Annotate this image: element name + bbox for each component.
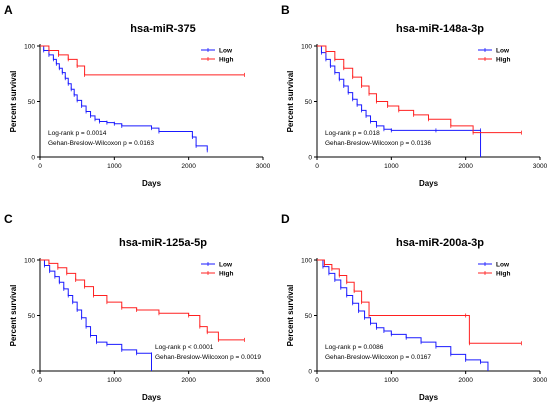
y-axis-label: Percent survival [286,71,295,133]
x-tick-label: 2000 [458,163,473,170]
y-tick-label: 100 [301,257,312,264]
panel-letter: C [4,212,13,226]
legend-label-high: High [219,270,233,277]
x-tick-label: 1000 [107,163,122,170]
stat-text: Log-rank p = 0.0014 [48,130,107,137]
series-line-high [317,259,522,344]
stat-text: Gehan-Breslow-Wilcoxon p = 0.0163 [48,140,154,147]
x-axis-label: Days [142,393,162,402]
x-axis-label: Days [419,179,439,188]
chart-title: hsa-miR-200a-3p [396,237,484,249]
x-tick-label: 3000 [256,377,271,384]
x-axis-label: Days [142,179,162,188]
y-tick-label: 50 [28,99,36,106]
x-tick-label: 3000 [533,163,548,170]
legend-label-high: High [219,56,233,63]
legend-label-low: Low [496,47,510,54]
x-tick-label: 2000 [181,163,196,170]
legend-label-low: Low [219,261,233,268]
stat-text: Gehan-Breslow-Wilcoxon p = 0.0167 [325,354,431,361]
series-line-low [40,259,152,371]
stat-text: Gehan-Breslow-Wilcoxon p = 0.0136 [325,140,431,147]
panel-letter: D [281,212,290,226]
legend-label-low: Low [219,47,233,54]
legend-label-high: High [496,270,510,277]
x-tick-label: 0 [315,377,319,384]
y-tick-label: 0 [308,368,312,375]
legend-label-low: Low [496,261,510,268]
y-tick-label: 50 [28,313,36,320]
stat-text: Log-rank p < 0.0001 [155,344,214,351]
chart-title: hsa-miR-148a-3p [396,23,484,35]
y-tick-label: 100 [24,257,35,264]
chart-title: hsa-miR-125a-5p [119,237,207,249]
y-tick-label: 50 [305,99,313,106]
chart-title: hsa-miR-375 [130,23,195,35]
y-tick-label: 100 [24,43,35,50]
x-tick-label: 0 [38,377,42,384]
stat-text: Log-rank p = 0.0086 [325,344,384,351]
y-tick-label: 0 [308,154,312,161]
stat-text: Gehan-Breslow-Wilcoxon p = 0.0019 [155,354,261,361]
x-axis-label: Days [419,393,439,402]
x-tick-label: 3000 [256,163,271,170]
series-line-high [40,259,245,341]
stat-text: Log-rank p = 0.018 [325,130,380,137]
x-tick-label: 0 [315,163,319,170]
x-tick-label: 1000 [384,377,399,384]
y-tick-label: 0 [31,368,35,375]
x-tick-label: 0 [38,163,42,170]
legend-label-high: High [496,56,510,63]
y-tick-label: 50 [305,313,313,320]
x-tick-label: 2000 [458,377,473,384]
x-tick-label: 2000 [181,377,196,384]
x-tick-label: 1000 [107,377,122,384]
series-line-high [317,45,522,134]
panel-letter: A [4,3,13,17]
y-tick-label: 100 [301,43,312,50]
panel-letter: B [281,3,290,17]
y-axis-label: Percent survival [9,71,18,133]
series-line-low [317,259,489,371]
y-axis-label: Percent survival [286,285,295,347]
x-tick-label: 1000 [384,163,399,170]
y-tick-label: 0 [31,154,35,161]
x-tick-label: 3000 [533,377,548,384]
y-axis-label: Percent survival [9,285,18,347]
